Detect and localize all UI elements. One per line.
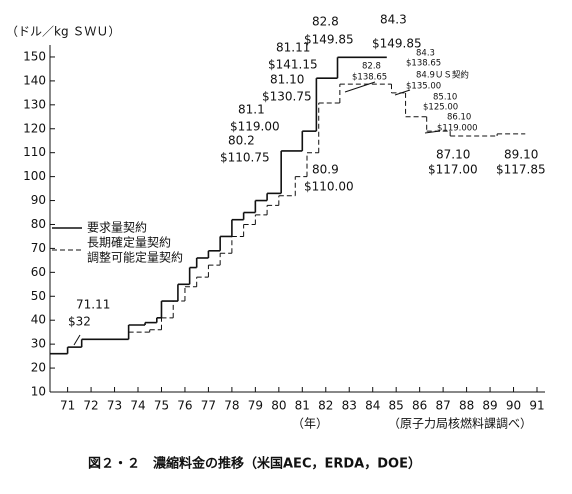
y-tick-label: 140	[23, 73, 46, 87]
x-tick-label: 78	[224, 399, 239, 413]
x-tick-label: 82	[318, 399, 333, 413]
annotation: 85.10	[433, 93, 457, 103]
annotation: $117.85	[496, 163, 546, 177]
x-tick-label: 88	[459, 399, 474, 413]
annotation: $135.00	[406, 82, 441, 92]
annotation: 81.11	[276, 41, 310, 55]
annotation: 87.10	[436, 148, 470, 162]
x-tick-label: 89	[482, 399, 497, 413]
x-tick-label: 87	[435, 399, 450, 413]
annotation: 71.11	[76, 298, 110, 312]
annotation: 89.10	[504, 148, 538, 162]
y-tick-label: 120	[23, 121, 46, 135]
legend-label: 長期確定量契約	[87, 235, 171, 250]
source-note: （原子力局核燃料課調べ）	[388, 416, 532, 431]
legend-label: 調整可能定量契約	[87, 250, 183, 265]
x-tick-label: 76	[177, 399, 192, 413]
annotation: 84.3	[416, 49, 435, 59]
arrow	[73, 334, 81, 346]
x-tick-label: 71	[60, 399, 75, 413]
annotation: $32	[68, 315, 91, 329]
x-tick-label: 80	[271, 399, 286, 413]
annotation: 82.8	[362, 62, 381, 72]
y-tick-label: 110	[23, 145, 46, 159]
annotation: 86.10	[447, 113, 471, 123]
arrow	[344, 81, 376, 93]
annotation: $141.15	[268, 58, 318, 72]
y-axis-label: （ドル／kg ＳＷＵ）	[6, 25, 120, 39]
y-tick-label: 40	[31, 313, 46, 327]
x-tick-label: 75	[154, 399, 169, 413]
annotation: $138.65	[406, 59, 441, 69]
y-tick-label: 30	[31, 337, 46, 351]
y-tick-label: 60	[31, 265, 46, 279]
x-tick-label: 73	[107, 399, 122, 413]
x-tick-label: 81	[295, 399, 310, 413]
y-tick-label: 70	[31, 241, 46, 255]
x-tick-label: 84	[365, 399, 380, 413]
annotation: $117.00	[428, 163, 478, 177]
y-tick-label: 80	[31, 217, 46, 231]
x-tick-label: 72	[83, 399, 98, 413]
x-tick-label: 91	[529, 399, 544, 413]
y-tick-label: 130	[23, 97, 46, 111]
y-tick-label: 100	[23, 169, 46, 183]
y-tick-label: 90	[31, 193, 46, 207]
y-tick-label: 50	[31, 289, 46, 303]
annotation: $110.75	[220, 151, 270, 165]
annotation: 80.9	[312, 163, 339, 177]
caption: 図２・２ 濃縮料金の推移（米国AEC，ERDA，DOE）	[88, 456, 421, 472]
annotation: $138.65	[352, 73, 387, 83]
annotation: $119.000	[437, 124, 478, 134]
annotation: $125.00	[423, 103, 458, 113]
x-tick-label: 86	[412, 399, 427, 413]
x-tick-label: 85	[389, 399, 404, 413]
y-tick-label: 150	[23, 49, 46, 63]
y-tick-label: 10	[31, 385, 46, 399]
annotation: $149.85	[372, 37, 422, 51]
annotation: 81.10	[270, 73, 304, 87]
x-tick-label: 79	[248, 399, 263, 413]
annotation: $149.85	[304, 33, 354, 47]
legend-label: 要求量契約	[87, 220, 147, 235]
x-tick-label: 77	[201, 399, 216, 413]
annotation: 80.2	[228, 134, 255, 148]
annotation: $110.00	[304, 180, 354, 194]
x-tick-label: 74	[130, 399, 145, 413]
x-tick-label: 90	[506, 399, 521, 413]
annotation: 82.8	[312, 15, 339, 29]
annotation: $130.75	[262, 90, 312, 104]
annotation: 81.1	[238, 103, 265, 117]
y-tick-label: 20	[31, 361, 46, 375]
annotation: 84.3	[380, 13, 407, 27]
x-axis-label: （年）	[292, 417, 328, 431]
annotation: $119.00	[230, 120, 280, 134]
x-tick-label: 83	[342, 399, 357, 413]
annotation: 84.9ＵＳ契約	[416, 70, 469, 81]
